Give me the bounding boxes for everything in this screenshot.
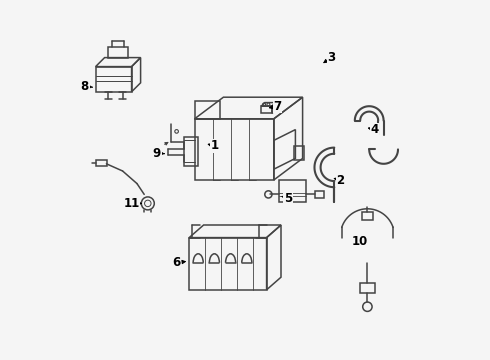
Bar — [360, 283, 374, 293]
Text: 1: 1 — [208, 139, 219, 152]
Bar — [108, 47, 128, 58]
Text: 8: 8 — [81, 80, 92, 93]
Text: 2: 2 — [334, 174, 344, 186]
Bar — [96, 160, 107, 166]
Text: 9: 9 — [153, 147, 164, 159]
Bar — [294, 146, 304, 160]
Bar — [315, 191, 324, 198]
Bar — [279, 180, 306, 202]
Text: 10: 10 — [352, 235, 368, 248]
Text: 5: 5 — [282, 192, 293, 204]
Text: 11: 11 — [123, 197, 141, 210]
Text: 6: 6 — [172, 256, 185, 269]
Bar — [184, 137, 198, 166]
Text: 7: 7 — [270, 100, 281, 113]
Text: 3: 3 — [324, 51, 336, 64]
Text: 4: 4 — [368, 123, 379, 136]
Bar — [362, 212, 373, 220]
